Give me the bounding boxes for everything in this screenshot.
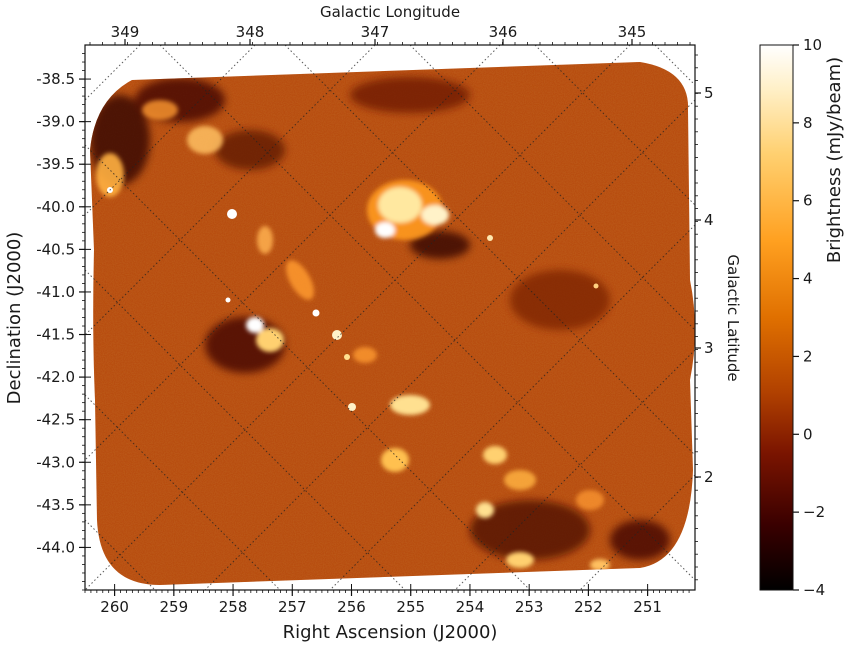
- x-tick-label: 254: [456, 598, 485, 616]
- y-axis-title: Declination (J2000): [4, 232, 25, 405]
- y-tick-label: -42.0: [36, 368, 75, 386]
- x-tick-label: 252: [574, 598, 603, 616]
- colorbar-tick-label: 10: [803, 36, 822, 54]
- colorbar-tick-label: 2: [803, 347, 813, 365]
- y-tick-label: -41.5: [36, 326, 75, 344]
- y-tick-label: -39.5: [36, 155, 75, 173]
- top-tick-label: 345: [618, 23, 647, 41]
- y-tick-label: -41.0: [36, 283, 75, 301]
- map-noise-texture: [90, 62, 695, 585]
- colorbar-tick-label: 0: [803, 425, 813, 443]
- x-tick-label: 260: [100, 598, 129, 616]
- right-axis-ticks: 5 4 3 2: [695, 54, 714, 581]
- colorbar-tick-label: 6: [803, 192, 813, 210]
- right-tick-label: 3: [704, 339, 714, 357]
- x-tick-label: 255: [396, 598, 425, 616]
- colorbar-ticks: 10 8 6 4 2 0 −2 −4: [793, 36, 825, 599]
- colorbar: 10 8 6 4 2 0 −2 −4 Brightness (mJy/beam): [759, 36, 845, 599]
- colorbar-tick-label: −2: [803, 503, 825, 521]
- y-tick-label: -40.0: [36, 198, 75, 216]
- top-tick-label: 348: [236, 23, 265, 41]
- compact-sources: [107, 187, 599, 411]
- right-tick-label: 2: [704, 468, 714, 486]
- top-axis-ticks: 349 348 347 346 345: [89, 23, 691, 45]
- x-tick-label: 253: [515, 598, 544, 616]
- x-tick-label: 256: [337, 598, 366, 616]
- y-tick-label: -44.0: [36, 538, 75, 556]
- y-tick-label: -42.5: [36, 411, 75, 429]
- colorbar-tick-label: 8: [803, 114, 813, 132]
- right-axis-title: Galactic Latitude: [724, 254, 742, 381]
- y-tick-label: -43.5: [36, 496, 75, 514]
- right-tick-label: 5: [704, 84, 714, 102]
- x-tick-label: 258: [219, 598, 248, 616]
- x-tick-label: 259: [160, 598, 189, 616]
- galactic-grid: [85, 45, 695, 590]
- top-tick-label: 349: [111, 23, 140, 41]
- colorbar-tick-label: −4: [803, 581, 825, 599]
- top-tick-label: 346: [489, 23, 518, 41]
- x-axis-ticks: 260 259 258 257 256 255 254 253 252 251: [84, 584, 690, 616]
- radio-map-image: [90, 62, 695, 585]
- colorbar-tick-label: 4: [803, 270, 813, 288]
- dark-regions: [90, 77, 670, 560]
- colorbar-gradient: [759, 44, 794, 591]
- right-tick-label: 4: [704, 211, 714, 229]
- top-axis-title: Galactic Longitude: [320, 3, 460, 21]
- top-tick-label: 347: [361, 23, 390, 41]
- x-axis-title: Right Ascension (J2000): [283, 622, 498, 643]
- x-tick-label: 257: [278, 598, 307, 616]
- y-tick-label: -40.5: [36, 240, 75, 258]
- y-tick-label: -43.0: [36, 453, 75, 471]
- y-tick-label: -38.5: [36, 70, 75, 88]
- bright-regions: [96, 100, 610, 571]
- x-tick-label: 251: [633, 598, 662, 616]
- y-tick-label: -39.0: [36, 113, 75, 131]
- y-axis-ticks: -38.5 -39.0 -39.5 -40.0 -40.5 -41.0 -41.5 -42.0…: [36, 53, 91, 591]
- colorbar-title: Brightness (mJy/beam): [824, 57, 845, 263]
